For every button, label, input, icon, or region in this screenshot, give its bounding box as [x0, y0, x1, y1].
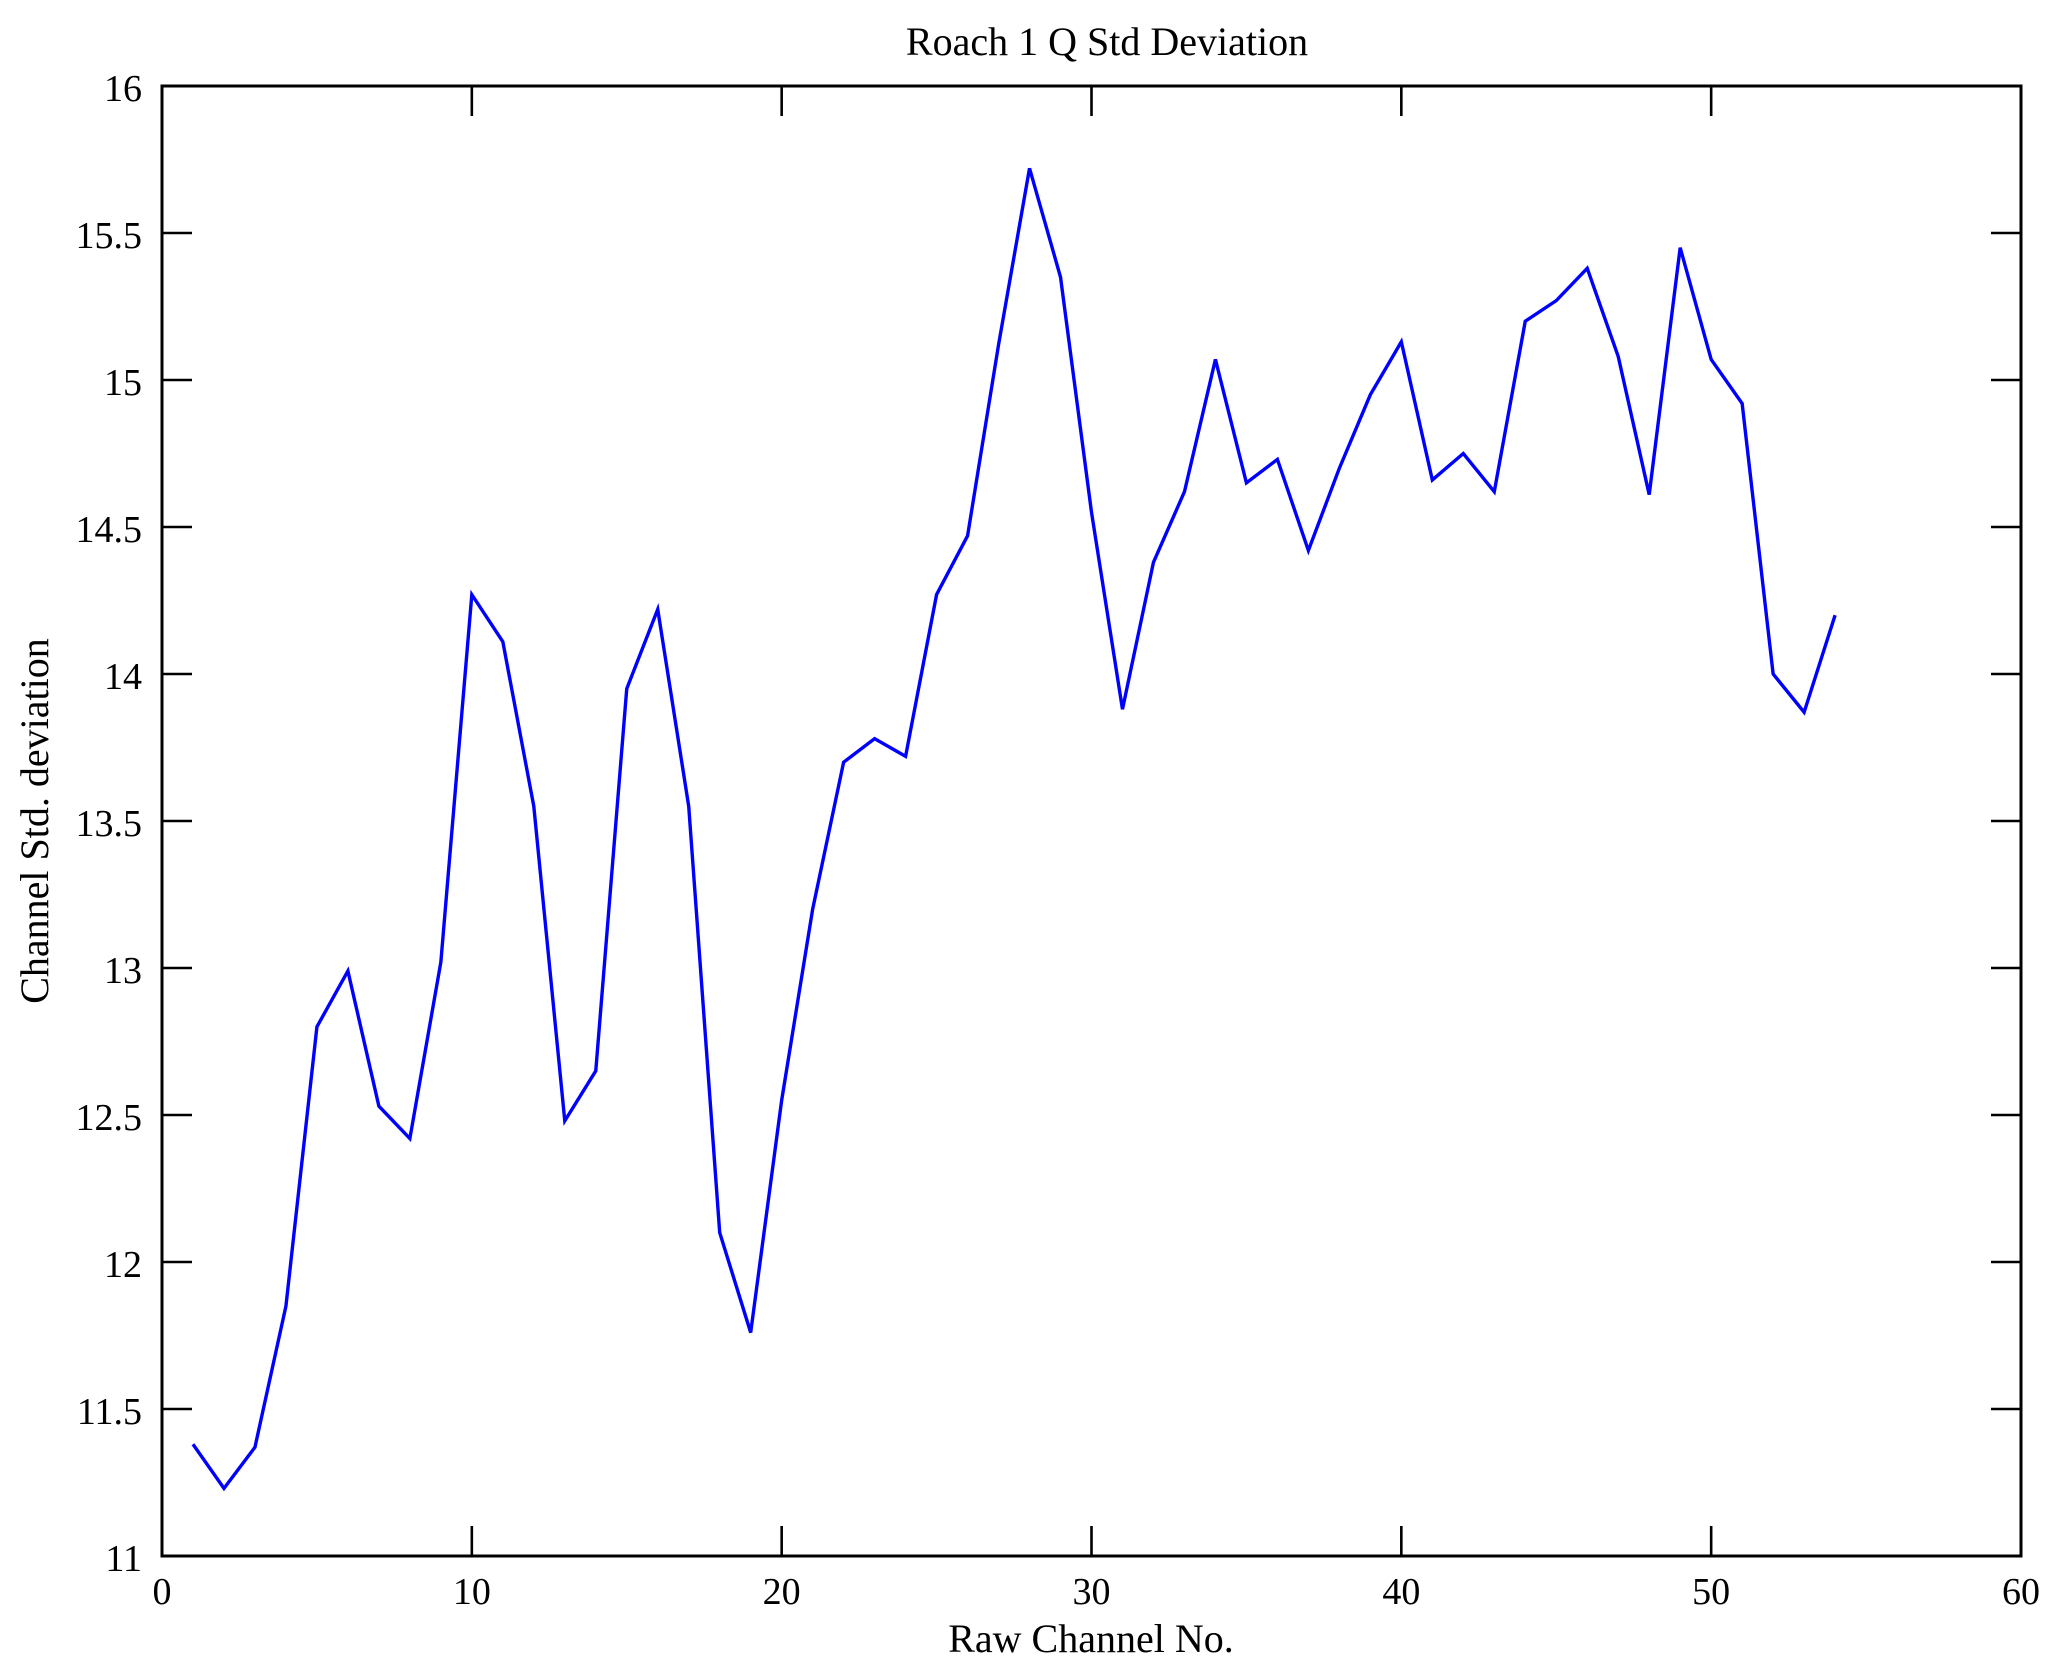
svg-text:50: 50 — [1692, 1571, 1730, 1613]
svg-text:14.5: 14.5 — [76, 509, 143, 551]
svg-text:Raw Channel No.: Raw Channel No. — [948, 1616, 1234, 1661]
svg-text:30: 30 — [1073, 1571, 1111, 1613]
svg-text:15: 15 — [104, 362, 142, 404]
svg-text:20: 20 — [763, 1571, 801, 1613]
svg-text:10: 10 — [453, 1571, 491, 1613]
svg-text:13.5: 13.5 — [76, 803, 143, 845]
svg-text:11.5: 11.5 — [77, 1391, 142, 1433]
svg-text:15.5: 15.5 — [76, 215, 143, 257]
svg-text:40: 40 — [1382, 1571, 1420, 1613]
svg-text:0: 0 — [153, 1571, 172, 1613]
svg-text:16: 16 — [104, 68, 142, 110]
svg-text:Channel Std. deviation: Channel Std. deviation — [12, 638, 57, 1004]
svg-text:Roach 1 Q Std Deviation: Roach 1 Q Std Deviation — [906, 19, 1308, 64]
svg-text:12: 12 — [104, 1244, 142, 1286]
svg-text:14: 14 — [104, 656, 142, 698]
svg-text:12.5: 12.5 — [76, 1097, 143, 1139]
svg-text:13: 13 — [104, 950, 142, 992]
svg-text:60: 60 — [2002, 1571, 2040, 1613]
svg-text:11: 11 — [105, 1538, 142, 1580]
